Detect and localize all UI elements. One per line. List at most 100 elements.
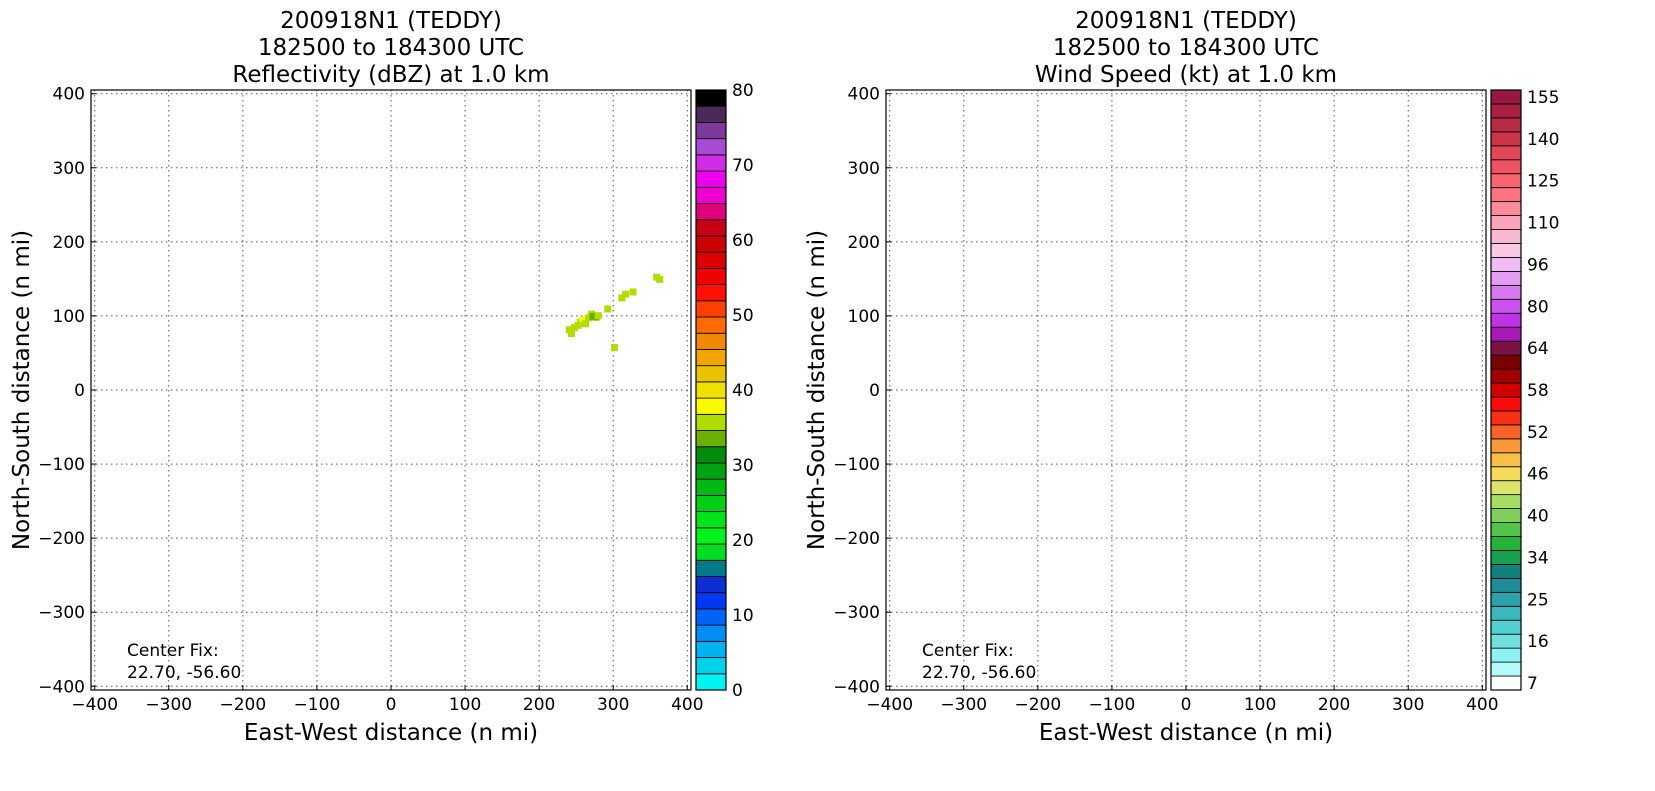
- reflectivity-echo-cell: [622, 290, 630, 298]
- y-axis-label: North-South distance (n mi): [804, 230, 830, 550]
- y-tick-label: 300: [848, 159, 880, 179]
- x-tick-label: −400: [866, 695, 913, 715]
- colorbar-tick-label: 52: [1527, 423, 1549, 443]
- colorbar-tick-label: 40: [732, 381, 754, 401]
- reflectivity-echo-cell: [629, 288, 637, 296]
- chart-title-line-2: 182500 to 184300 UTC: [1053, 35, 1319, 61]
- x-axis-label: East-West distance (n mi): [244, 720, 538, 746]
- colorbar-tick-label: 20: [732, 531, 754, 551]
- colorbar-swatch: [695, 186, 727, 204]
- colorbar-tick-label: 80: [1527, 297, 1549, 317]
- colorbar-swatch: [1490, 201, 1522, 216]
- colorbar-swatch: [1490, 438, 1522, 454]
- colorbar-swatch: [1490, 243, 1522, 258]
- colorbar-swatch: [1490, 229, 1522, 244]
- colorbar-swatch: [695, 413, 727, 431]
- center-fix-annotation-line-1: Center Fix:: [127, 641, 219, 661]
- colorbar-tick-label: 70: [732, 156, 754, 176]
- reflectivity-echo-cell: [656, 275, 664, 283]
- colorbar-swatch: [1490, 605, 1522, 621]
- y-tick-label: 400: [53, 85, 85, 105]
- reflectivity-echo-cell: [568, 329, 575, 337]
- x-tick-label: 300: [1392, 695, 1424, 715]
- reflectivity-echo-cell: [604, 305, 612, 313]
- colorbar-swatch: [695, 365, 727, 383]
- colorbar-swatch: [695, 170, 727, 188]
- chart-title-line-3: Reflectivity (dBZ) at 1.0 km: [232, 62, 549, 88]
- colorbar-swatch: [1490, 312, 1522, 328]
- center-fix-annotation-line-2: 22.70, -56.60: [127, 663, 241, 683]
- colorbar-swatch: [1490, 619, 1522, 635]
- colorbar-tick-label: 25: [1527, 590, 1549, 610]
- colorbar-swatch: [695, 381, 727, 399]
- colorbar-tick-label: 125: [1527, 172, 1559, 192]
- chart-title-line-1: 200918N1 (TEDDY): [280, 8, 502, 34]
- center-fix-annotation-line-1: Center Fix:: [922, 641, 1014, 661]
- colorbar-swatch: [1490, 354, 1522, 370]
- colorbar-swatch: [1490, 424, 1522, 440]
- colorbar-swatch: [695, 251, 727, 269]
- colorbar-swatch: [1490, 284, 1522, 300]
- reflectivity-echo-cell: [582, 320, 590, 328]
- colorbar-swatch: [1490, 103, 1522, 119]
- colorbar-swatch: [695, 657, 727, 675]
- colorbar-swatch: [695, 138, 727, 156]
- x-tick-label: 100: [449, 695, 481, 715]
- colorbar-swatch: [695, 203, 727, 221]
- colorbar-swatch: [1490, 675, 1522, 691]
- reflectivity-echo-cell: [574, 321, 582, 329]
- colorbar-swatch: [1490, 340, 1522, 356]
- colorbar-swatch: [1490, 173, 1522, 189]
- colorbar-swatch: [1490, 452, 1522, 468]
- y-tick-label: 200: [848, 233, 880, 253]
- reflectivity-echo-cell: [585, 314, 593, 322]
- x-tick-label: −200: [1015, 695, 1062, 715]
- y-tick-label: 300: [53, 159, 85, 179]
- reflectivity-echo-cell: [594, 312, 602, 320]
- colorbar-swatch: [1490, 536, 1522, 551]
- x-tick-label: 400: [671, 695, 703, 715]
- colorbar-swatch: [695, 284, 727, 302]
- colorbar-tick-label: 46: [1527, 465, 1549, 485]
- y-tick-label: 0: [869, 381, 880, 401]
- colorbar-swatch: [695, 446, 727, 464]
- colorbar-swatch: [695, 219, 727, 237]
- colorbar-tick-label: 10: [732, 606, 754, 626]
- colorbar-swatch: [695, 527, 727, 545]
- colorbar-swatch: [695, 640, 727, 658]
- y-tick-label: 100: [848, 307, 880, 327]
- x-tick-label: 200: [523, 695, 555, 715]
- colorbar-swatch: [1490, 522, 1522, 537]
- y-tick-label: −200: [38, 529, 85, 549]
- y-tick-label: −300: [38, 603, 85, 623]
- colorbar-swatch: [695, 559, 727, 577]
- colorbar-swatch: [1490, 270, 1522, 286]
- x-axis-label: East-West distance (n mi): [1039, 720, 1333, 746]
- x-tick-label: −300: [940, 695, 987, 715]
- colorbar-swatch: [695, 349, 727, 367]
- x-tick-label: 400: [1466, 695, 1498, 715]
- colorbar-swatch: [1490, 368, 1522, 384]
- colorbar-swatch: [695, 478, 727, 496]
- colorbar-tick-label: 30: [732, 456, 754, 476]
- colorbar-tick-label: 140: [1527, 130, 1559, 150]
- colorbar-swatch: [1490, 410, 1522, 426]
- x-tick-label: −300: [145, 695, 192, 715]
- colorbar-swatch: [695, 122, 727, 140]
- x-tick-label: −400: [71, 695, 118, 715]
- x-tick-label: 100: [1244, 695, 1276, 715]
- x-tick-label: −100: [1089, 695, 1136, 715]
- colorbar-swatch: [695, 332, 727, 350]
- chart-title-line-3: Wind Speed (kt) at 1.0 km: [1035, 62, 1337, 88]
- colorbar-swatch: [1490, 577, 1522, 593]
- colorbar-tick-label: 0: [732, 681, 743, 701]
- x-tick-label: −200: [220, 695, 267, 715]
- y-tick-label: 200: [53, 233, 85, 253]
- colorbar-swatch: [1490, 550, 1522, 565]
- colorbar-swatch: [1490, 466, 1522, 482]
- colorbar-tick-label: 40: [1527, 507, 1549, 527]
- colorbar-swatch: [1490, 480, 1522, 496]
- y-tick-label: −300: [833, 603, 880, 623]
- colorbar-frame: [695, 89, 727, 691]
